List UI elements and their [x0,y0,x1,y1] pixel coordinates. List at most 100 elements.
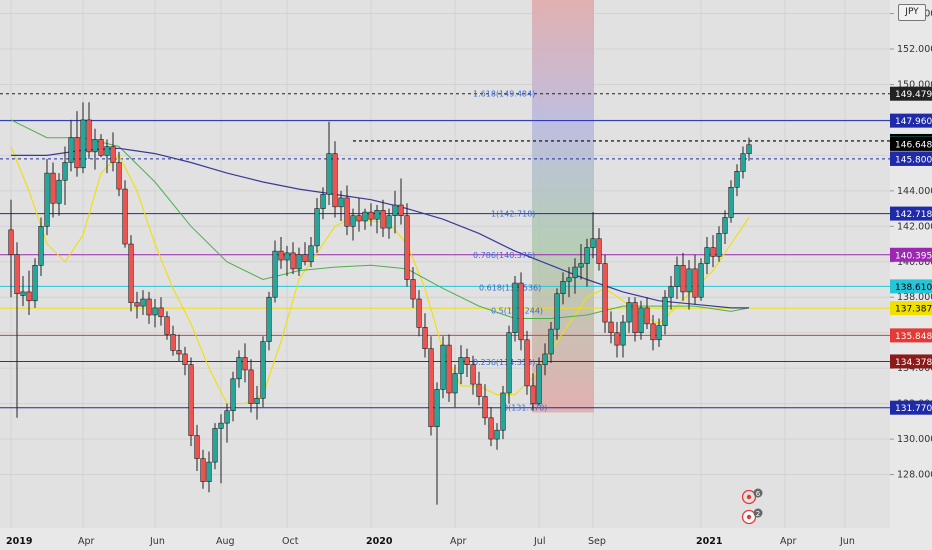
fib-level-label: 0(131.770) [503,404,547,413]
alert-icon[interactable] [741,489,757,505]
candle-body [86,119,92,153]
price-badge-label: 146.648 [895,140,932,150]
candle-body [686,268,692,293]
y-tick-label: 138.000 [897,292,932,303]
candle-body [194,435,200,459]
candle-body [524,339,530,387]
candle-body [566,277,572,282]
candle-body [338,197,344,208]
candle-body [704,247,710,264]
y-tick-label: 140.000 [897,257,932,268]
candle-body [416,298,422,328]
candle-body [458,357,464,374]
candle-body [668,286,674,298]
x-tick-label: 2020 [366,536,393,547]
candle-body [134,302,140,307]
candle-body [158,307,164,318]
candle-body [746,144,752,154]
alert-count-badge [753,488,763,498]
price-badge [890,328,932,343]
price-badge [890,354,932,369]
candle-body [596,238,602,264]
candle-body [122,188,128,245]
y-tick-label: 150.000 [897,79,932,90]
price-badge-label: 142.718 [895,210,932,220]
candle-body [392,204,398,216]
candle-body [638,307,644,333]
candle-body [350,215,356,227]
candle-body [356,215,362,222]
candle-body [332,153,338,208]
candle-body [320,194,326,209]
candle-body [662,296,668,326]
y-tick-label: 130.000 [897,434,932,445]
candle-body [188,364,194,436]
x-tick-label: Apr [780,536,797,547]
price-badge-label: 137.387 [895,305,932,315]
candle-body [164,316,170,335]
candle-body [506,332,512,394]
candle-body [716,233,722,257]
candle-body [728,187,734,218]
candle-body [254,397,260,404]
candle-body [464,357,470,365]
candle-body [44,172,50,227]
candle-body [362,211,368,222]
x-axis-ticks: 2019 Apr Jun Aug Oct 2020 Apr Jul Sep 2021 Apr Jun [6,536,855,547]
candle-body [452,373,458,394]
candle-body [26,291,32,302]
chart-background [0,0,890,528]
candle-body [440,344,446,390]
candle-body [428,348,434,427]
candle-body [104,146,110,156]
price-badge [890,279,932,294]
candle-body [326,153,332,195]
price-badge [890,151,932,166]
y-tick-label: 134.000 [897,363,932,374]
candle-body [578,263,584,268]
candle-body [314,208,320,247]
candle-body [368,211,374,220]
price-badge-label: 135.848 [895,332,932,342]
candle-body [272,250,278,298]
candle-body [626,302,632,323]
candle-body [602,263,608,323]
candle-body [734,171,740,188]
fib-level-label: 0.786(140.376) [473,251,535,260]
x-tick-label: Jun [149,536,165,547]
price-badge [890,136,932,151]
candle-body [128,243,134,303]
price-badge [890,86,932,101]
price-badge-label: 149.479 [895,90,932,100]
currency-label[interactable]: JPY [898,4,926,21]
price-badge-label: 140.395 [895,251,932,261]
candle-body [236,357,242,380]
candle-body [218,422,224,429]
candle-body [584,247,590,264]
x-tick-label: Jul [533,536,545,547]
candle-body [140,298,146,307]
candle-body [290,252,296,270]
candle-body [62,162,68,181]
highlight-zone [532,0,594,413]
candle-body [434,389,440,427]
candle-body [146,298,152,316]
candle-body [110,146,116,163]
chart-annotation-icons[interactable]: 6 2 [741,488,763,525]
candle-body [92,139,98,153]
candle-body [182,353,188,365]
price-badge-label: 134.378 [895,358,932,368]
candle-body [32,265,38,302]
candle-body [206,461,212,482]
candle-body [230,378,236,412]
candle-body [14,254,20,294]
fib-level-label: 0.236(134.358) [473,358,535,367]
candle-body [518,282,524,341]
candle-body [674,265,680,287]
fib-level-label: 1(142.718) [491,210,535,219]
candle-body [632,302,638,333]
candle-body [608,321,614,333]
candle-body [656,325,662,341]
x-tick-label: Oct [282,536,299,547]
